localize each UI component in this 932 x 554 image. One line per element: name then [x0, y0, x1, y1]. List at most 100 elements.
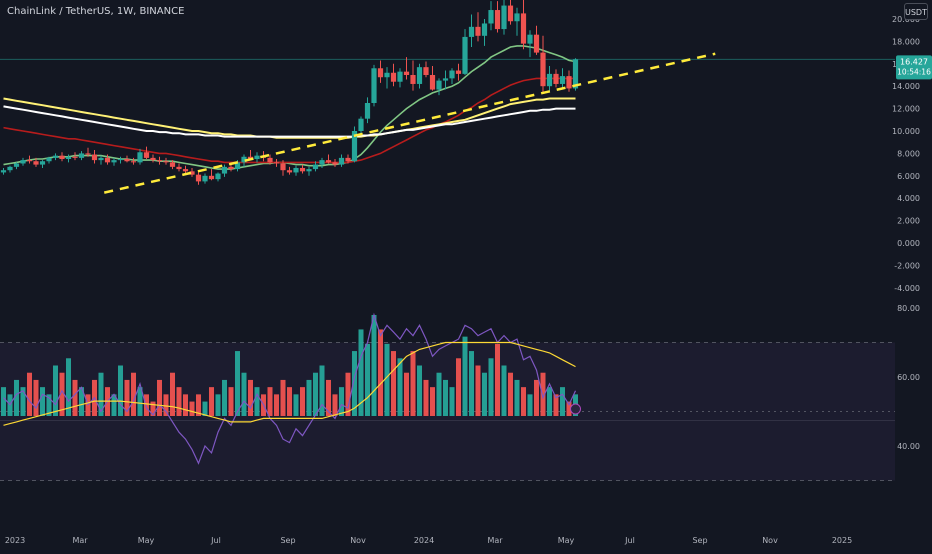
volume-bar [475, 365, 481, 416]
candle [468, 26, 475, 37]
candle [7, 166, 13, 171]
candle [377, 68, 384, 78]
candle [351, 131, 358, 162]
candle [371, 68, 377, 103]
candle [195, 174, 202, 182]
candle [52, 155, 59, 158]
rsi-tick-label: 60.00 [897, 373, 920, 382]
volume-bar [196, 394, 201, 416]
volume-bar [560, 387, 565, 416]
candle [410, 75, 416, 84]
price-badge [896, 55, 932, 80]
price-tick-label: 6.000 [897, 172, 920, 181]
rsi-tick-label: 80.00 [897, 304, 920, 313]
price-tick-label: 12.000 [892, 105, 920, 114]
candle [358, 118, 364, 131]
time-tick-label: Sep [280, 536, 295, 545]
volume-bar [501, 365, 507, 416]
candle [572, 59, 579, 89]
candle [169, 162, 176, 167]
candle [91, 154, 98, 161]
candle [390, 72, 397, 82]
volume-bar [222, 379, 227, 416]
candle [163, 161, 169, 163]
rsi-tick-label: 40.00 [897, 442, 920, 451]
time-tick-label: Mar [487, 536, 503, 545]
candle [228, 166, 234, 170]
moving-average-line [3, 97, 576, 139]
candle [137, 152, 143, 163]
price-tick-label: 0.000 [897, 239, 920, 248]
currency-button[interactable]: USDT [904, 3, 928, 20]
volume-bar [1, 387, 6, 416]
volume-bar [566, 401, 572, 416]
volume-bar [228, 387, 234, 416]
candle [397, 71, 403, 82]
candle [553, 73, 559, 84]
candle [215, 173, 221, 180]
volume-bar [495, 343, 500, 416]
candle [59, 155, 65, 159]
candle [429, 75, 436, 90]
volume-bar [215, 394, 221, 416]
volume-bar [306, 379, 312, 416]
candle [462, 36, 468, 74]
time-tick-label: Jul [210, 536, 221, 545]
volume-bar [462, 336, 468, 416]
volume-bar [456, 358, 461, 416]
candle [150, 157, 156, 161]
volume-bar [20, 387, 26, 416]
candle [0, 170, 7, 173]
volume-bar [248, 379, 253, 416]
price-tick-label: 10.000 [892, 127, 920, 136]
volume-bar [131, 372, 136, 416]
volume-bar [521, 387, 526, 416]
volume-bar [183, 394, 188, 416]
volume-bar [371, 315, 377, 416]
volume-bar [410, 351, 416, 416]
candle [546, 73, 553, 87]
pane-separator [0, 420, 895, 421]
volume-bar [332, 394, 338, 416]
time-tick-label: Nov [350, 536, 366, 545]
candle [26, 160, 33, 162]
candle [442, 78, 449, 81]
price-tick-label: 18.000 [892, 37, 920, 46]
candle [46, 157, 52, 162]
time-tick-label: Nov [762, 536, 778, 545]
candle [364, 103, 371, 119]
volume-bar [404, 372, 409, 416]
candle [65, 156, 72, 159]
candle [20, 160, 26, 164]
volume-bar [449, 387, 455, 416]
candle [39, 161, 46, 165]
candle [33, 161, 39, 165]
candle [481, 23, 488, 36]
time-tick-label: Sep [692, 536, 707, 545]
volume-bar [300, 387, 305, 416]
candle [559, 76, 566, 84]
volume-bar [59, 372, 65, 416]
candle [338, 157, 345, 165]
volume-bar [430, 387, 435, 416]
candle [111, 160, 117, 163]
volume-bar [365, 343, 370, 416]
candle [520, 13, 527, 44]
candle [455, 70, 462, 74]
candle [293, 167, 299, 173]
candle [176, 166, 182, 170]
volume-bar [176, 387, 182, 416]
volume-bar [436, 372, 442, 416]
volume-bar [111, 394, 117, 416]
candle [299, 167, 306, 172]
candle [143, 152, 150, 158]
volume-bar [378, 329, 383, 416]
candle [78, 153, 85, 158]
time-tick-label: 2023 [5, 536, 25, 545]
candle [273, 162, 280, 164]
candle [416, 67, 423, 84]
volume-bar [202, 401, 208, 416]
candle [325, 160, 332, 163]
